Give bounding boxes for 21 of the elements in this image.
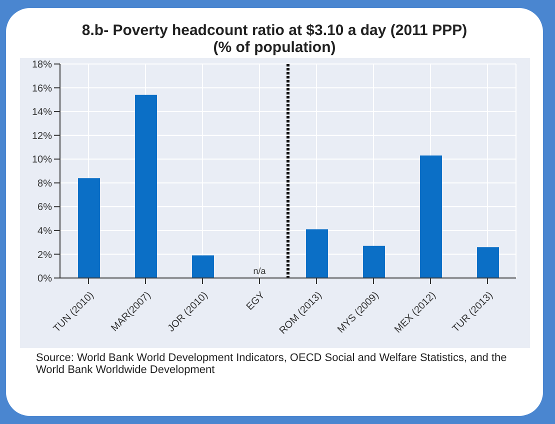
bar [363, 246, 385, 278]
y-tick-label: 8% [38, 178, 52, 190]
y-tick-label: 18% [32, 60, 52, 71]
y-tick-label: 16% [32, 83, 52, 94]
chart-subtitle: (% of population) [212, 39, 337, 56]
bar [78, 178, 100, 278]
bar [192, 255, 214, 278]
y-tick-label: 4% [38, 226, 52, 237]
y-tick-label: 10% [32, 154, 52, 166]
y-tick-label: 0% [38, 274, 52, 285]
y-tick-label: 6% [38, 202, 52, 214]
chart-title: 8.b- Poverty headcount ratio at $3.10 a day (2011 PPP) [80, 22, 468, 39]
bar [306, 229, 328, 278]
y-tick-label: 12% [32, 130, 52, 142]
bar [477, 247, 499, 278]
y-tick-label: 2% [38, 250, 52, 261]
text: n/a [253, 266, 266, 276]
bar [135, 94, 157, 278]
source-note: Source: World Bank World Development Indicators, OECD Social and Welfare Statistics, and the World Bank Worldwide Development [36, 352, 508, 376]
y-tick-label: 14% [32, 107, 52, 118]
bar [420, 156, 442, 278]
